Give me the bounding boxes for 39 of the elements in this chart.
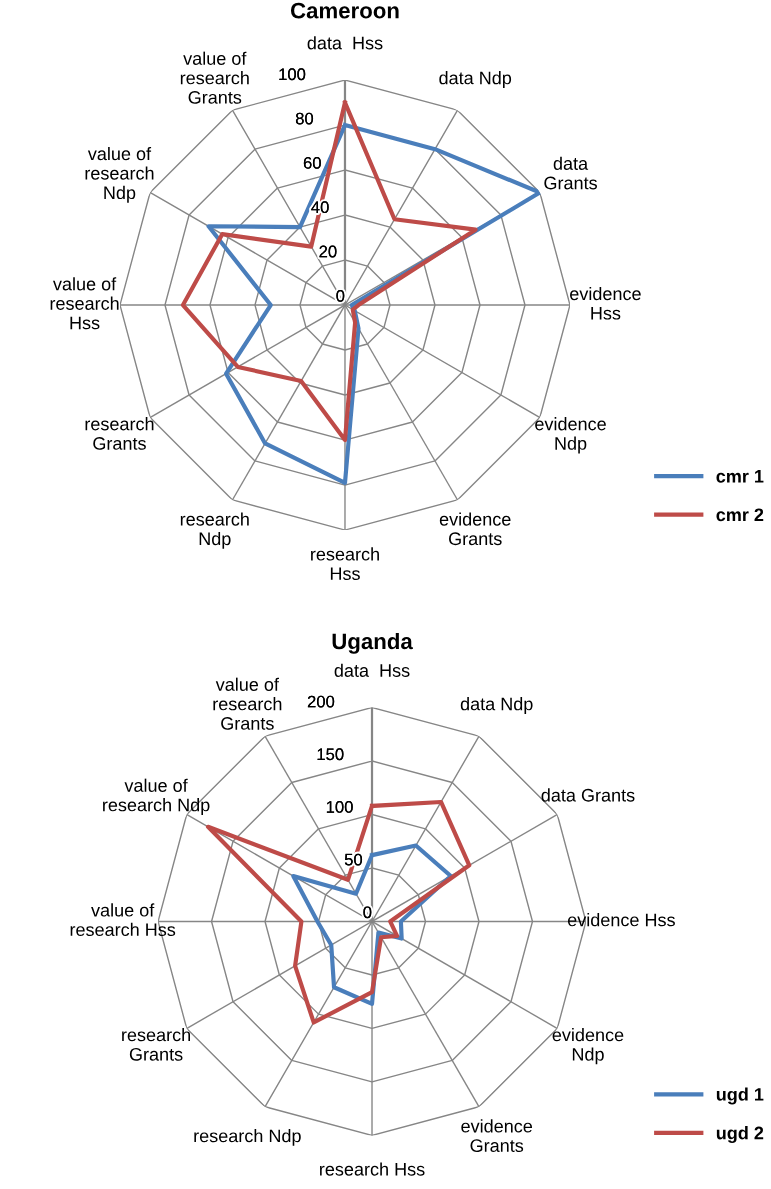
spoke-label: evidence Hss [570, 286, 641, 320]
legend-label: ugd 2 [716, 1126, 764, 1144]
chart-title: Cameroon [290, 2, 399, 19]
spoke-label: value of research Grants [213, 677, 282, 730]
spoke-label: evidence Grants [439, 512, 511, 546]
spoke-label: value of research Grants [180, 51, 249, 104]
spoke-label: data Hss [307, 36, 383, 50]
spoke-label: evidence Ndp [552, 1028, 624, 1065]
chart-title: Uganda [332, 632, 413, 654]
spoke-label: research Grants [122, 1028, 190, 1061]
legend-label: cmr 1 [716, 470, 764, 483]
spoke-label: data Grants [541, 788, 635, 802]
spoke-label: research Hss [320, 1162, 425, 1176]
spoke-label: value of research Hss [70, 903, 176, 937]
y-tick-label: 80 [295, 112, 314, 125]
spoke-label: data Hss [334, 663, 410, 677]
y-tick-label: 60 [303, 156, 321, 169]
spoke-label: data Grants [544, 156, 597, 190]
legend-label: cmr 2 [716, 508, 764, 522]
spoke-label: evidence Ndp [535, 417, 606, 454]
spoke-label: value of research Ndp [85, 146, 154, 203]
spoke-label: research Ndp [180, 512, 249, 549]
spoke-label: research Grants [85, 417, 154, 450]
y-tick-label: 0 [363, 906, 372, 919]
spoke-label: evidence Hss [567, 913, 675, 927]
y-tick-label: 200 [307, 695, 335, 708]
y-tick-label: 150 [317, 748, 344, 761]
legend-label: ugd 1 [716, 1087, 764, 1105]
spoke-label: research Ndp [194, 1129, 301, 1146]
y-tick-label: 100 [279, 68, 306, 81]
spoke-label: research Hss [311, 547, 379, 581]
y-tick-label: 0 [336, 289, 345, 302]
spoke-label: value of research Ndp [103, 778, 210, 815]
y-tick-label: 20 [319, 245, 337, 258]
spoke-label: value of research Hss [50, 277, 119, 330]
y-tick-label: 100 [326, 801, 353, 813]
spoke-label: data Ndp [439, 71, 512, 88]
spoke-label: evidence Grants [461, 1119, 533, 1153]
spoke-label: data Ndp [460, 697, 533, 714]
